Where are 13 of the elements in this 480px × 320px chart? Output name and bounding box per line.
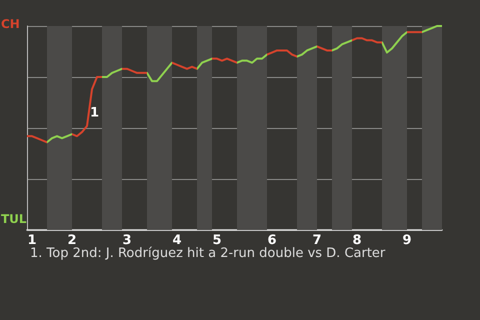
- text: CH: [1, 17, 20, 31]
- annotation: 1: [90, 105, 100, 120]
- x-tick-label: 6: [267, 233, 277, 248]
- x-tick-label: 9: [402, 233, 412, 248]
- x-tick-label: 8: [352, 233, 362, 248]
- text: 1. Top 2nd: J. Rodríguez hit a 2-run double vs D. Carter: [30, 246, 386, 261]
- x-tick-label: 2: [67, 233, 77, 248]
- x-tick-label: 7: [312, 233, 322, 248]
- x-tick-label: 1: [27, 233, 37, 248]
- x-tick-label: 4: [172, 233, 182, 248]
- x-tick-label: 5: [212, 233, 222, 248]
- text: TUL: [1, 212, 27, 226]
- x-tick-label: 3: [122, 233, 132, 248]
